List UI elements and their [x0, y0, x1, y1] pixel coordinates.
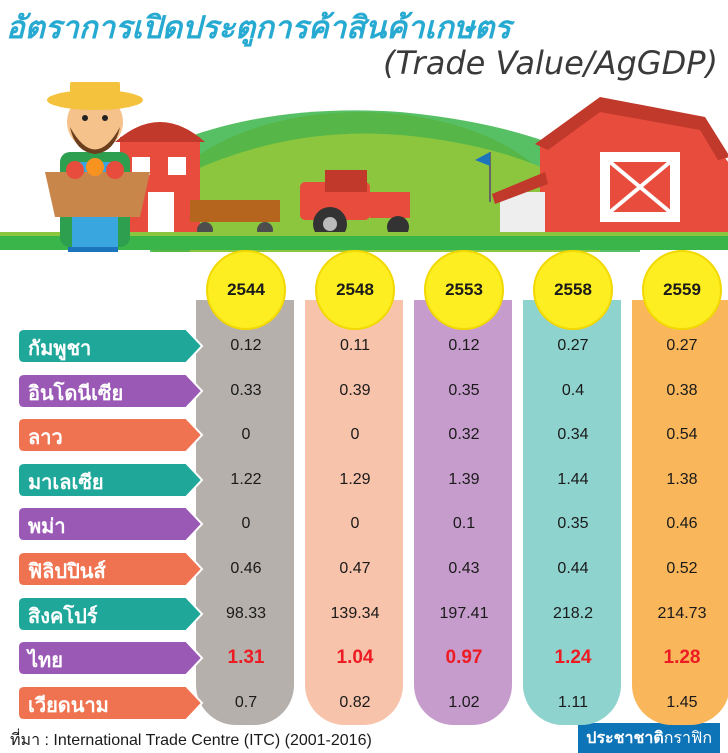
year-header: 2558 — [533, 250, 613, 330]
country-name: เวียดนาม — [28, 693, 109, 717]
value-cell: 0.35 — [557, 515, 589, 532]
value-cell: 1.39 — [448, 471, 480, 488]
column-background-2548 — [305, 300, 403, 725]
value-cell: 0.97 — [445, 647, 483, 668]
value-cell: 0.54 — [666, 426, 698, 443]
country-name: ฟิลิปปินส์ — [28, 559, 106, 583]
year-header: 2559 — [642, 250, 722, 330]
value-cell: 1.02 — [448, 694, 480, 711]
country-name: สิงคโปร์ — [28, 604, 98, 628]
column-background-2558 — [523, 300, 621, 725]
value-cell: 1.38 — [666, 471, 698, 488]
logo-text-thin: กราฟิก — [663, 728, 712, 747]
value-cell: 0.47 — [339, 560, 371, 577]
country-label-row: ไทย — [18, 641, 204, 675]
column-background-2553 — [414, 300, 512, 725]
value-cell: 1.29 — [339, 471, 371, 488]
country-name: มาเลเซีย — [28, 470, 104, 494]
year-header: 2544 — [206, 250, 286, 330]
value-cell: 98.33 — [225, 605, 267, 622]
value-cell: 0.11 — [340, 337, 370, 354]
value-cell: 0.43 — [448, 560, 480, 577]
value-cell: 0.38 — [666, 382, 698, 399]
country-name: พม่า — [28, 514, 66, 538]
year-header: 2553 — [424, 250, 504, 330]
year-header: 2548 — [315, 250, 395, 330]
column-background-2544 — [196, 300, 294, 725]
value-cell: 0.39 — [339, 382, 371, 399]
value-cell: 0.7 — [234, 694, 258, 711]
value-cell: 197.41 — [439, 605, 489, 622]
source-note: ที่มา : International Trade Centre (ITC)… — [10, 732, 372, 749]
value-cell: 0.4 — [561, 382, 585, 399]
value-cell: 0.44 — [557, 560, 589, 577]
value-cell: 0.35 — [448, 382, 480, 399]
value-cell: 0 — [241, 426, 251, 443]
value-cell: 1.04 — [336, 647, 374, 668]
value-cell: 0.12 — [448, 337, 480, 354]
country-name: ไทย — [28, 648, 63, 672]
value-cell: 0.52 — [666, 560, 698, 577]
country-label-row: สิงคโปร์ — [18, 597, 204, 631]
value-cell: 1.11 — [558, 694, 588, 711]
logo-text-bold: ประชาชาติ — [586, 728, 664, 747]
value-cell: 1.22 — [230, 471, 262, 488]
farm-scene-illustration — [0, 82, 728, 252]
country-label-row: ฟิลิปปินส์ — [18, 552, 204, 586]
value-cell: 0.33 — [230, 382, 262, 399]
value-cell: 1.45 — [666, 694, 698, 711]
publisher-logo: ประชาชาติกราฟิก — [578, 723, 720, 753]
country-name: อินโดนีเซีย — [28, 381, 124, 405]
country-label-row: พม่า — [18, 507, 204, 541]
country-name: กัมพูชา — [28, 336, 92, 360]
value-cell: 0.32 — [448, 426, 480, 443]
country-label-row: มาเลเซีย — [18, 463, 204, 497]
value-cell: 1.31 — [227, 647, 265, 668]
infographic-title: อัตราการเปิดประตูการค้าสินค้าเกษตร — [6, 10, 511, 46]
column-background-2559 — [632, 300, 728, 725]
country-name: ลาว — [28, 425, 63, 449]
country-label-row: อินโดนีเซีย — [18, 374, 204, 408]
value-cell: 1.28 — [663, 647, 701, 668]
value-cell: 1.44 — [557, 471, 589, 488]
value-cell: 218.2 — [552, 605, 594, 622]
infographic-subtitle: (Trade Value/AgGDP) — [383, 44, 718, 82]
country-label-row: เวียดนาม — [18, 686, 204, 720]
value-cell: 0 — [350, 426, 360, 443]
value-cell: 0.82 — [339, 694, 371, 711]
country-label-row: กัมพูชา — [18, 329, 204, 363]
value-cell: 139.34 — [330, 605, 380, 622]
value-cell: 0.27 — [557, 337, 589, 354]
value-cell: 214.73 — [657, 605, 707, 622]
value-cell: 0.12 — [230, 337, 262, 354]
value-cell: 0.46 — [666, 515, 698, 532]
country-label-row: ลาว — [18, 418, 204, 452]
value-cell: 0 — [241, 515, 251, 532]
value-cell: 1.24 — [554, 647, 592, 668]
value-cell: 0.46 — [230, 560, 262, 577]
value-cell: 0.27 — [666, 337, 698, 354]
value-cell: 0.34 — [557, 426, 589, 443]
value-cell: 0 — [350, 515, 360, 532]
value-cell: 0.1 — [452, 515, 476, 532]
